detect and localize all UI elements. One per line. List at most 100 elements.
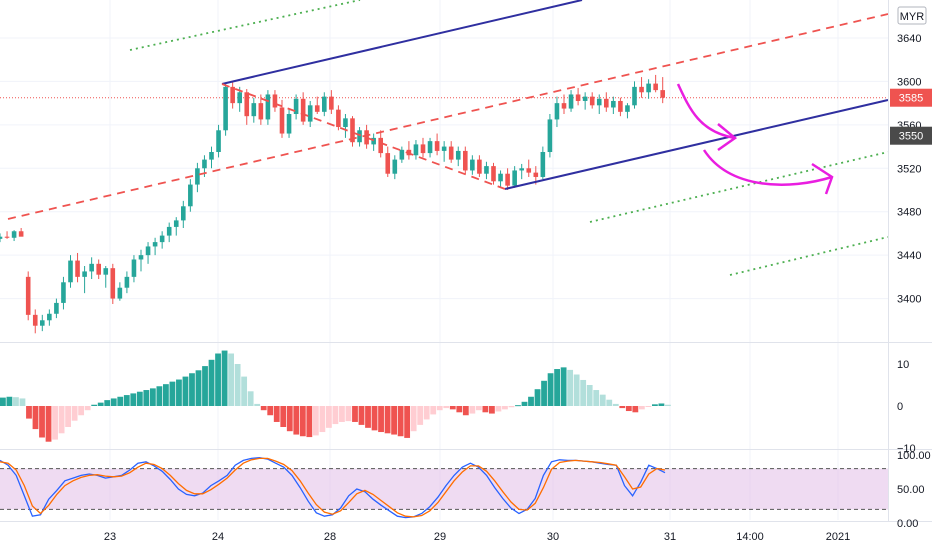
- candle-body[interactable]: [582, 96, 588, 101]
- candle-body[interactable]: [54, 302, 59, 314]
- candle-body[interactable]: [138, 255, 144, 260]
- candle-body[interactable]: [195, 168, 200, 185]
- candle-body[interactable]: [420, 144, 426, 154]
- candle-body[interactable]: [286, 114, 292, 134]
- candle-body[interactable]: [152, 242, 158, 247]
- candle-body[interactable]: [25, 276, 31, 315]
- candle-body[interactable]: [589, 96, 595, 106]
- candle-body[interactable]: [124, 276, 130, 288]
- candle-body[interactable]: [618, 100, 623, 112]
- candle-body[interactable]: [244, 92, 250, 117]
- candle-body[interactable]: [272, 94, 278, 108]
- candle-body[interactable]: [350, 118, 355, 143]
- candle-body[interactable]: [392, 159, 398, 174]
- candle-body[interactable]: [82, 271, 87, 277]
- candle-body[interactable]: [258, 103, 264, 120]
- candle-body[interactable]: [568, 94, 574, 109]
- candle-body[interactable]: [32, 314, 38, 326]
- candle-body[interactable]: [526, 168, 532, 173]
- candle-body[interactable]: [216, 130, 221, 152]
- candle-body[interactable]: [427, 141, 433, 154]
- candle-body[interactable]: [110, 268, 116, 299]
- candle-body[interactable]: [653, 83, 658, 91]
- candle-body[interactable]: [61, 282, 66, 303]
- candle-body[interactable]: [251, 103, 257, 117]
- candle-body[interactable]: [117, 287, 123, 299]
- candle-body[interactable]: [505, 173, 510, 186]
- candle-body[interactable]: [166, 226, 172, 236]
- candle-body[interactable]: [512, 170, 517, 186]
- candle-body[interactable]: [314, 105, 320, 112]
- candle-body[interactable]: [68, 260, 73, 283]
- candle-body[interactable]: [265, 94, 271, 120]
- candle-body[interactable]: [202, 159, 207, 169]
- candle-body[interactable]: [75, 260, 80, 277]
- candle-body[interactable]: [96, 263, 101, 275]
- candle-body[interactable]: [357, 130, 362, 143]
- candle-body[interactable]: [223, 86, 228, 131]
- candle-body[interactable]: [596, 98, 602, 106]
- candle-body[interactable]: [463, 150, 468, 171]
- candle-body[interactable]: [279, 107, 285, 134]
- candle-body[interactable]: [448, 146, 454, 160]
- candle-body[interactable]: [547, 119, 553, 152]
- candle-body[interactable]: [455, 150, 461, 160]
- macd-panel[interactable]: [0, 350, 671, 442]
- candle-body[interactable]: [47, 313, 52, 321]
- candle-body[interactable]: [540, 152, 546, 177]
- candle-body[interactable]: [378, 137, 383, 154]
- candle-body[interactable]: [237, 92, 242, 104]
- candle-body[interactable]: [660, 90, 665, 98]
- candle-body[interactable]: [131, 259, 137, 277]
- candle-body[interactable]: [491, 166, 496, 182]
- candle-body[interactable]: [371, 137, 376, 145]
- candle-body[interactable]: [159, 235, 165, 243]
- candle-body[interactable]: [477, 159, 482, 174]
- candle-body[interactable]: [625, 105, 630, 112]
- candle-body[interactable]: [40, 320, 45, 326]
- candle-body[interactable]: [145, 246, 151, 256]
- candle-body[interactable]: [611, 100, 616, 108]
- currency-badge[interactable]: [897, 6, 927, 25]
- candle-body[interactable]: [413, 144, 419, 156]
- candle-body[interactable]: [399, 149, 405, 160]
- candle-body[interactable]: [434, 141, 440, 151]
- candle-body[interactable]: [0, 236, 3, 239]
- candle-body[interactable]: [470, 159, 475, 171]
- time-axis[interactable]: 23 24 28 29 30 31 14:00 2021: [104, 531, 850, 543]
- candle-body[interactable]: [307, 105, 313, 122]
- candle-body[interactable]: [343, 118, 348, 128]
- candle-body[interactable]: [498, 173, 503, 182]
- candle-body[interactable]: [639, 86, 644, 93]
- candle-body[interactable]: [554, 103, 560, 120]
- candle-body[interactable]: [329, 96, 334, 110]
- stochastic-panel[interactable]: [0, 457, 888, 519]
- candle-body[interactable]: [441, 146, 447, 151]
- candle-body[interactable]: [646, 83, 651, 93]
- candle-body[interactable]: [604, 98, 609, 108]
- candle-body[interactable]: [11, 231, 17, 238]
- candle-body[interactable]: [230, 86, 235, 104]
- candle-body[interactable]: [385, 153, 391, 174]
- candle-body[interactable]: [336, 109, 341, 128]
- candle-body[interactable]: [484, 166, 489, 174]
- candle-body[interactable]: [181, 206, 186, 221]
- price-panel[interactable]: [0, 74, 888, 334]
- candle-body[interactable]: [575, 94, 581, 101]
- candle-body[interactable]: [209, 152, 214, 160]
- candle-body[interactable]: [173, 220, 179, 227]
- candle-body[interactable]: [293, 98, 299, 114]
- candle-body[interactable]: [89, 263, 94, 272]
- candle-body[interactable]: [300, 98, 306, 122]
- candle-body[interactable]: [632, 86, 637, 106]
- candle-body[interactable]: [103, 268, 109, 275]
- candle-body[interactable]: [188, 184, 193, 207]
- candle-body[interactable]: [18, 231, 24, 237]
- candle-body[interactable]: [533, 172, 539, 177]
- price-axis[interactable]: 3640360035603520348034403400100−10100.00…: [890, 6, 932, 530]
- candle-body[interactable]: [519, 168, 524, 171]
- candle-body[interactable]: [4, 236, 10, 238]
- candle-body[interactable]: [561, 103, 567, 109]
- candle-body[interactable]: [322, 96, 327, 112]
